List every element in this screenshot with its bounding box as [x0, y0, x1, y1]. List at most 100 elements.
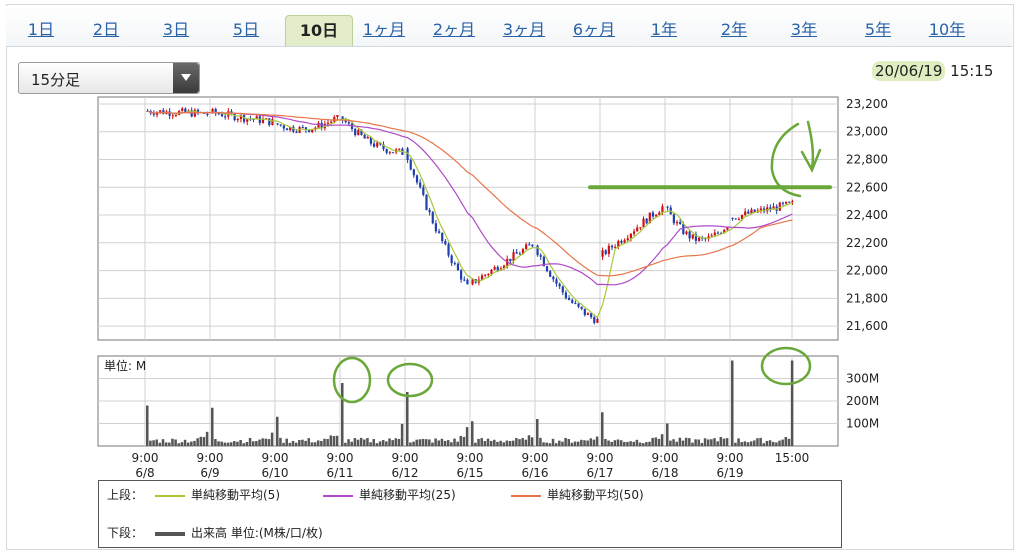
volume-bar [418, 439, 422, 446]
tab-period-0[interactable]: 1日 [27, 20, 55, 39]
tab-period-7[interactable]: 3ヶ月 [502, 20, 546, 39]
candle-body [704, 238, 707, 240]
x-time-label: 15:00 [775, 451, 810, 465]
volume-bar [681, 440, 685, 446]
volume-bar [648, 441, 651, 446]
candle-body [406, 148, 409, 161]
candle-body [388, 152, 391, 154]
candle-body [744, 211, 747, 215]
tab-period-12[interactable]: 5年 [864, 20, 892, 39]
volume-bar [790, 360, 794, 446]
volume-bar [462, 436, 466, 446]
candle-body [441, 232, 444, 242]
tab-period-6[interactable]: 2ヶ月 [432, 20, 476, 39]
candle-body [289, 126, 292, 131]
volume-bar [619, 440, 623, 446]
volume-bar [784, 437, 788, 446]
volume-bar [719, 436, 723, 446]
volume-bar [518, 439, 521, 446]
candle-body [159, 110, 162, 113]
candle-body [697, 237, 701, 241]
volume-bar [440, 438, 444, 446]
candle-body [577, 303, 580, 307]
candle-body [707, 236, 710, 239]
candle-body [509, 258, 512, 262]
candle-body [726, 227, 729, 230]
volume-bar [511, 440, 515, 446]
candle-body [317, 122, 320, 128]
x-time-label: 9:00 [197, 451, 224, 465]
candle-body [206, 113, 209, 115]
candle-body [311, 129, 314, 132]
tab-period-2[interactable]: 3日 [162, 20, 190, 39]
candle-body [184, 108, 187, 113]
volume-bar [412, 441, 415, 446]
candle-body [419, 182, 422, 188]
candle-body [480, 275, 484, 280]
volume-bar [561, 441, 564, 446]
interval-select[interactable]: 15分足 [18, 62, 200, 94]
candle-body [536, 245, 539, 256]
tab-period-8[interactable]: 6ヶ月 [572, 20, 616, 39]
candle-body [190, 110, 193, 117]
candle-body [716, 232, 720, 234]
candle-body [434, 223, 438, 232]
volume-bar [356, 439, 360, 446]
tab-period-13[interactable]: 10年 [928, 20, 966, 39]
candle-body [314, 127, 317, 130]
price-plot-area [97, 96, 839, 341]
volume-bar [641, 443, 645, 446]
volume-bar [164, 442, 168, 446]
ma25-swatch [323, 494, 353, 497]
volume-bar [285, 438, 288, 446]
candle-body [437, 231, 441, 233]
x-date-label: 6/19 [717, 466, 744, 480]
tab-period-3[interactable]: 5日 [232, 20, 260, 39]
candle-body [639, 227, 642, 229]
candle-body [629, 233, 633, 239]
tab-period-11[interactable]: 3年 [790, 20, 818, 39]
candle-body [645, 218, 648, 224]
candle-body [493, 267, 496, 270]
volume-bar [759, 437, 762, 446]
candle-body [558, 283, 561, 287]
candle-body [502, 265, 506, 269]
volume-bar [158, 442, 162, 446]
candle-body [444, 241, 447, 245]
candle-body [363, 134, 366, 139]
tab-period-9[interactable]: 1年 [650, 20, 678, 39]
tab-period-1[interactable]: 2日 [92, 20, 120, 39]
volume-bar [700, 442, 704, 446]
legend-item-ma25: 単純移動平均(25) [319, 487, 456, 503]
volume-bar [539, 437, 542, 446]
candle-body [596, 318, 599, 323]
volume-bar [409, 442, 412, 446]
volume-bar [505, 440, 509, 446]
tab-period-5[interactable]: 1ヶ月 [362, 20, 406, 39]
volume-bar [406, 392, 409, 446]
volume-bar [694, 439, 697, 446]
tab-period-10[interactable]: 2年 [720, 20, 748, 39]
volume-bar [381, 440, 385, 446]
candle-body [626, 238, 629, 241]
volume-bar [347, 439, 350, 446]
candle-body [385, 149, 388, 153]
candle-body [648, 212, 651, 224]
volume-bar [304, 440, 307, 446]
candle-body [672, 214, 675, 224]
volume-bar [291, 440, 295, 446]
volume-bar [239, 439, 242, 446]
candle-body [391, 152, 395, 154]
bracket-annotation [770, 122, 802, 198]
candle-body [737, 219, 740, 221]
volume-bar [251, 441, 255, 446]
volume-bar [255, 441, 258, 446]
candle-body [682, 224, 685, 234]
volume-bar [548, 443, 552, 446]
candle-body [171, 115, 174, 117]
candle-body [428, 209, 431, 213]
volume-bar [675, 441, 678, 446]
tab-period-4[interactable]: 10日 [285, 15, 353, 46]
dropdown-arrow-icon[interactable] [173, 63, 199, 93]
volume-bar [657, 438, 661, 446]
